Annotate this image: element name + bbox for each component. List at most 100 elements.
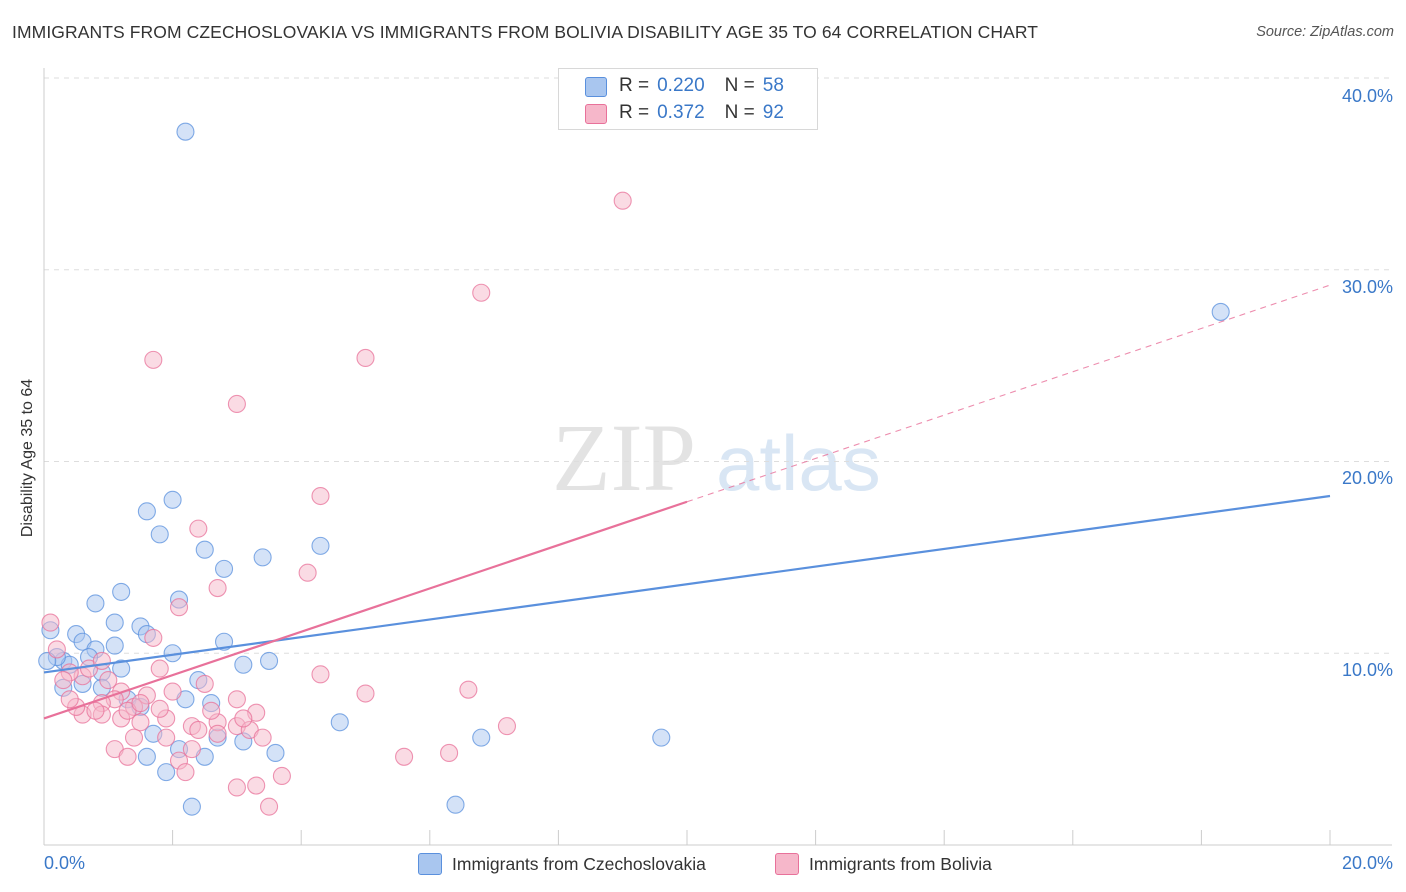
bolivia-point [144,628,163,647]
czechoslovakia-point [1211,302,1230,321]
bolivia-point [247,776,266,795]
series-legend-czechoslovakia: Immigrants from Czechoslovakia [418,850,706,878]
czechoslovakia-point [266,743,285,763]
bolivia-trend-line [43,500,688,720]
bolivia-point [395,747,414,766]
bolivia-point [124,728,144,747]
czechoslovakia-point [105,613,124,632]
czechoslovakia-point [253,548,272,567]
czechoslovakia-point [112,659,131,678]
bolivia-point [131,694,150,713]
bolivia-point [253,728,272,747]
bolivia-point [189,720,208,740]
bolivia-point [99,671,118,690]
bolivia-point [157,728,176,747]
bolivia-point [497,717,517,736]
bolivia-point [169,598,189,617]
r-value: 0.372 [657,102,705,123]
bolivia-point [41,613,60,632]
bolivia-point [208,724,227,743]
source-credit: Source: ZipAtlas.com [1256,24,1394,40]
czechoslovakia-point [86,594,105,613]
czechoslovakia-point [195,540,214,559]
czechoslovakia-trend-line [43,494,1331,674]
czechoslovakia-point [176,122,195,141]
bolivia-point [440,743,459,763]
bolivia-point [163,682,182,701]
watermark-atlas: atlas [716,419,881,507]
n-value: 58 [762,75,784,96]
czechoslovakia-point [214,559,234,578]
czechoslovakia-point [652,728,671,747]
czechoslovakia-point [137,502,156,521]
y-tick-label-40: 40.0% [1341,86,1393,106]
czechoslovakia-point [330,713,349,732]
bolivia-point [144,350,163,369]
bolivia-point [613,191,632,210]
r-label: R = [619,102,650,123]
x-tick-label-min: 0.0% [44,853,86,873]
r-label: R = [619,75,650,96]
czechoslovakia-point [150,525,169,544]
n-label: N = [724,75,755,96]
bolivia-point [189,519,208,538]
bolivia-point [234,709,253,728]
czechoslovakia-point [163,490,182,509]
watermark-zip: ZIP [552,404,696,511]
legend-swatch [418,853,442,875]
bolivia-point [118,747,137,766]
bolivia-point [298,563,317,582]
czechoslovakia-point [112,582,131,601]
bolivia-point [150,699,169,718]
czechoslovakia-point [137,747,156,766]
legend-label: Immigrants from Bolivia [809,853,992,874]
czechoslovakia-point [472,728,491,747]
bolivia-point [202,701,221,720]
czechoslovakia-point [105,636,124,655]
bolivia-point [176,763,195,782]
bolivia-point [54,671,73,690]
czechoslovakia-point [182,797,201,816]
y-tick-label-30: 30.0% [1341,277,1393,297]
legend-row-bolivia: R = 0.372 N = 92 [585,100,784,126]
legend-swatch-czechoslovakia [585,77,607,97]
czechoslovakia-point [214,632,234,651]
bolivia-point [356,348,375,368]
bolivia-point [131,713,150,732]
legend-swatch-bolivia [585,104,607,124]
czechoslovakia-point [311,536,330,555]
bolivia-point [47,640,66,659]
chart-title: IMMIGRANTS FROM CZECHOSLOVAKIA VS IMMIGR… [12,22,1039,42]
bolivia-point [150,659,169,678]
bolivia-point [195,674,214,693]
bolivia-point [182,740,201,759]
y-tick-label-20: 20.0% [1341,468,1393,488]
n-label: N = [724,102,755,123]
bolivia-point [311,665,330,684]
r-value: 0.220 [657,75,705,96]
bolivia-point [311,486,330,506]
bolivia-point [92,651,111,670]
czechoslovakia-point [259,651,279,670]
correlation-legend: R = 0.220 N = 58 R = 0.372 N = 92 [558,68,818,130]
bolivia-point [356,684,375,703]
bolivia-point [259,797,279,816]
bolivia-point [208,579,227,598]
x-tick-label-max: 20.0% [1341,853,1393,873]
bolivia-point [459,680,478,699]
legend-swatch [775,853,799,875]
bolivia-trend-line-extension [686,284,1331,503]
czechoslovakia-point [157,763,176,782]
bolivia-point [86,701,105,720]
n-value: 92 [762,102,784,123]
y-tick-label-10: 10.0% [1341,660,1393,680]
bolivia-point [227,778,246,797]
bolivia-point [472,283,491,302]
bolivia-point [60,690,79,709]
series-legend-bolivia: Immigrants from Bolivia [775,850,992,878]
czechoslovakia-point [234,655,253,674]
czechoslovakia-point [446,795,465,814]
legend-row-czechoslovakia: R = 0.220 N = 58 [585,73,784,99]
bolivia-point [227,690,246,709]
